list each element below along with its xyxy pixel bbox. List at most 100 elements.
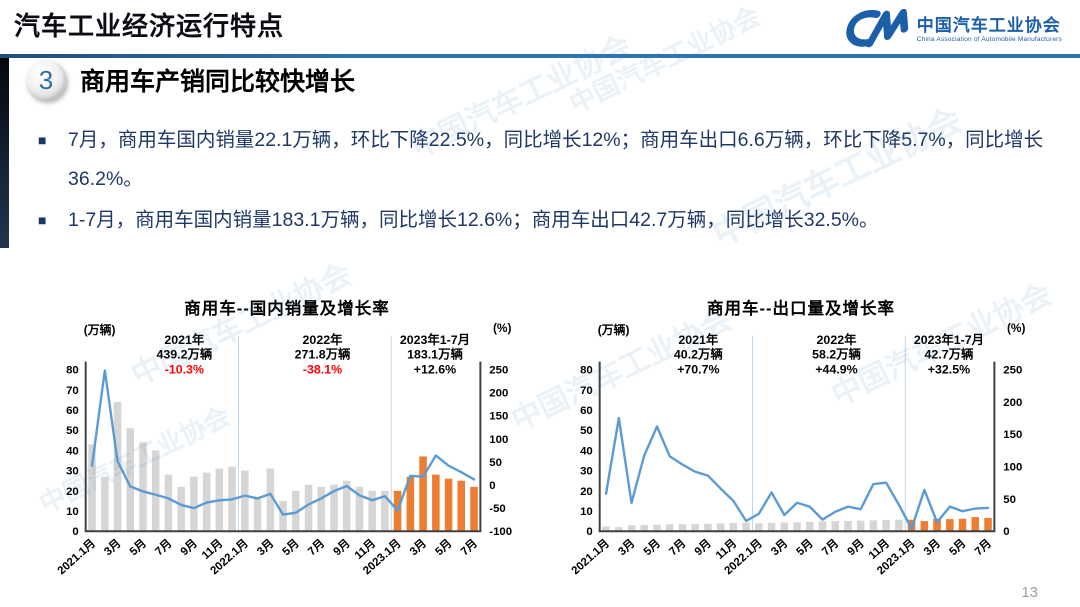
volume-bars bbox=[602, 517, 992, 532]
bullet-text: 1-7月，商用车国内销量183.1万辆，同比增长12.6%；商用车出口42.7万… bbox=[68, 209, 879, 231]
bar bbox=[381, 490, 389, 532]
x-tick-label: 7月 bbox=[305, 537, 327, 559]
bar bbox=[279, 500, 287, 532]
bar bbox=[101, 476, 109, 532]
svg-text:20: 20 bbox=[580, 486, 593, 498]
bullet-text: 7月，商用车国内销量22.1万辆，环比下降22.5%，同比增长12%；商用车出口… bbox=[68, 129, 1044, 190]
bar bbox=[190, 476, 198, 532]
chart-domestic-sales: 商用车--国内销量及增长率 0 10 20 30 40 50 60 70 80 -100 -50 0 5… bbox=[48, 295, 526, 602]
svg-text:0: 0 bbox=[1003, 526, 1009, 538]
svg-text:2022年: 2022年 bbox=[303, 332, 344, 347]
bar bbox=[151, 450, 160, 532]
x-tick-label: 7月 bbox=[667, 537, 689, 559]
svg-text:-38.1%: -38.1% bbox=[303, 363, 342, 377]
svg-text:70: 70 bbox=[580, 385, 593, 397]
bar bbox=[253, 498, 262, 532]
bar bbox=[856, 520, 865, 532]
chart-title: 商用车--国内销量及增长率 bbox=[184, 300, 390, 318]
svg-text:20: 20 bbox=[66, 486, 79, 498]
section-title: 商用车产销同比较快增长 bbox=[80, 68, 356, 96]
bar bbox=[640, 524, 648, 532]
x-tick-label: 5月 bbox=[947, 537, 969, 559]
svg-text:100: 100 bbox=[1003, 462, 1022, 474]
chart-svg: 0 10 20 30 40 50 60 70 80 -100 -50 0 50 100 150 200 250 2… bbox=[55, 321, 512, 578]
svg-text:70: 70 bbox=[66, 385, 79, 397]
svg-text:30: 30 bbox=[66, 466, 79, 478]
svg-text:271.8万辆: 271.8万辆 bbox=[295, 347, 351, 362]
svg-text:(%): (%) bbox=[1007, 321, 1026, 335]
svg-text:40.2万辆: 40.2万辆 bbox=[674, 347, 723, 362]
growth-line bbox=[604, 416, 990, 530]
caam-logo: 中国汽车工业协会 China Association of Automobile… bbox=[843, 7, 1062, 51]
chart-canvas-exports: 0 10 20 30 40 50 60 70 80 0 50 100 150 200 250 2021.1月 3… bbox=[562, 320, 1040, 602]
bar bbox=[241, 470, 249, 532]
x-tick-label: 3月 bbox=[921, 537, 943, 559]
svg-text:42.7万辆: 42.7万辆 bbox=[925, 347, 974, 362]
x-tick-label: 3月 bbox=[254, 537, 276, 559]
bar bbox=[164, 474, 173, 532]
svg-text:0: 0 bbox=[489, 480, 495, 492]
svg-text:200: 200 bbox=[489, 388, 508, 400]
bar bbox=[139, 442, 147, 532]
x-tick-label: 2021.1月 bbox=[569, 537, 612, 578]
svg-text:439.2万辆: 439.2万辆 bbox=[157, 347, 213, 362]
x-tick-label: 9月 bbox=[692, 537, 714, 559]
bar bbox=[946, 519, 954, 532]
bullet-item: ■ 1-7月，商用车国内销量183.1万辆，同比增长12.6%；商用车出口42.… bbox=[36, 201, 1066, 240]
left-accent-bar bbox=[0, 58, 9, 248]
bar bbox=[444, 478, 453, 532]
svg-text:10: 10 bbox=[580, 506, 593, 518]
watermark: 中国汽车工业协会 bbox=[564, 0, 765, 119]
bar bbox=[266, 468, 275, 532]
bullet-marker-icon: ■ bbox=[38, 132, 47, 148]
bar bbox=[958, 518, 967, 532]
bar bbox=[113, 401, 122, 532]
svg-text:2021年: 2021年 bbox=[164, 332, 205, 347]
svg-text:-50: -50 bbox=[489, 503, 505, 515]
x-tick-label: 3月 bbox=[407, 537, 429, 559]
x-tick-label: 5月 bbox=[794, 537, 816, 559]
bar bbox=[793, 522, 801, 532]
svg-text:+70.7%: +70.7% bbox=[677, 363, 719, 377]
growth-line bbox=[90, 369, 476, 516]
bar bbox=[678, 524, 687, 532]
bar bbox=[818, 521, 827, 532]
caam-logo-icon bbox=[846, 8, 908, 48]
bar bbox=[653, 524, 661, 532]
svg-text:30: 30 bbox=[580, 466, 593, 478]
svg-text:60: 60 bbox=[580, 405, 593, 417]
chart-canvas-domestic: 0 10 20 30 40 50 60 70 80 -100 -50 0 50 100 150 200 250 2… bbox=[48, 320, 526, 602]
svg-text:0: 0 bbox=[586, 526, 592, 538]
chart-title: 商用车--出口量及增长率 bbox=[707, 300, 895, 318]
x-tick-label: 2021.1月 bbox=[55, 537, 98, 578]
x-tick-label: 7月 bbox=[819, 537, 841, 559]
svg-text:80: 80 bbox=[66, 365, 79, 377]
bar bbox=[767, 522, 776, 532]
bar bbox=[755, 523, 763, 532]
svg-text:250: 250 bbox=[1003, 365, 1022, 377]
axis-units: (万辆) (%) bbox=[84, 321, 512, 337]
header-divider bbox=[0, 54, 1080, 58]
page-title: 汽车工业经济运行特点 bbox=[14, 11, 285, 41]
axis-units: (万辆) (%) bbox=[598, 321, 1026, 337]
x-tick-label: 5月 bbox=[127, 537, 149, 559]
bar bbox=[920, 521, 929, 532]
svg-text:+44.9%: +44.9% bbox=[815, 363, 857, 377]
bar bbox=[457, 480, 466, 532]
svg-text:(万辆): (万辆) bbox=[598, 323, 630, 337]
svg-text:40: 40 bbox=[66, 445, 79, 457]
x-tick-label: 9月 bbox=[178, 537, 200, 559]
bar bbox=[368, 490, 376, 532]
svg-text:(%): (%) bbox=[493, 321, 512, 335]
axes bbox=[84, 361, 482, 533]
svg-text:80: 80 bbox=[580, 365, 593, 377]
svg-text:50: 50 bbox=[489, 457, 502, 469]
svg-text:50: 50 bbox=[66, 425, 79, 437]
bar bbox=[729, 522, 738, 532]
bar bbox=[780, 522, 789, 532]
